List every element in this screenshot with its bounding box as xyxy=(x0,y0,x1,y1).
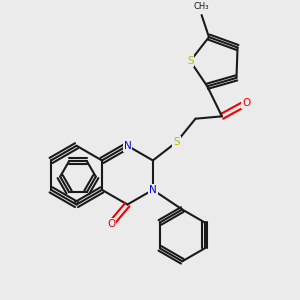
Text: O: O xyxy=(107,219,116,229)
Text: O: O xyxy=(242,98,250,108)
Text: S: S xyxy=(173,137,180,147)
Text: S: S xyxy=(187,56,194,66)
Text: N: N xyxy=(149,185,157,195)
Text: N: N xyxy=(124,141,131,151)
Text: CH₃: CH₃ xyxy=(194,2,209,11)
